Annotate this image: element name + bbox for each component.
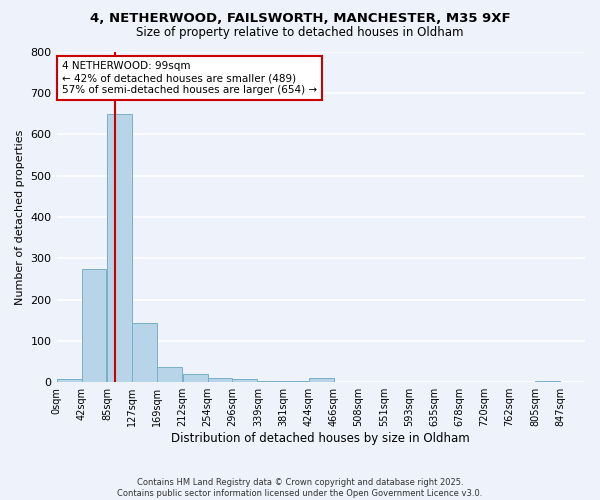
X-axis label: Distribution of detached houses by size in Oldham: Distribution of detached houses by size … [172,432,470,445]
Text: 4, NETHERWOOD, FAILSWORTH, MANCHESTER, M35 9XF: 4, NETHERWOOD, FAILSWORTH, MANCHESTER, M… [89,12,511,26]
Bar [283,381,308,382]
Bar [182,374,208,382]
Y-axis label: Number of detached properties: Number of detached properties [15,129,25,304]
Bar [208,378,232,382]
Bar [132,323,157,382]
Text: 4 NETHERWOOD: 99sqm
← 42% of detached houses are smaller (489)
57% of semi-detac: 4 NETHERWOOD: 99sqm ← 42% of detached ho… [62,62,317,94]
Bar [157,367,182,382]
Text: Size of property relative to detached houses in Oldham: Size of property relative to detached ho… [136,26,464,39]
Bar [82,268,106,382]
Bar [107,114,132,382]
Text: Contains HM Land Registry data © Crown copyright and database right 2025.
Contai: Contains HM Land Registry data © Crown c… [118,478,482,498]
Bar [232,379,257,382]
Bar [258,381,283,382]
Bar [308,378,334,382]
Bar [56,379,82,382]
